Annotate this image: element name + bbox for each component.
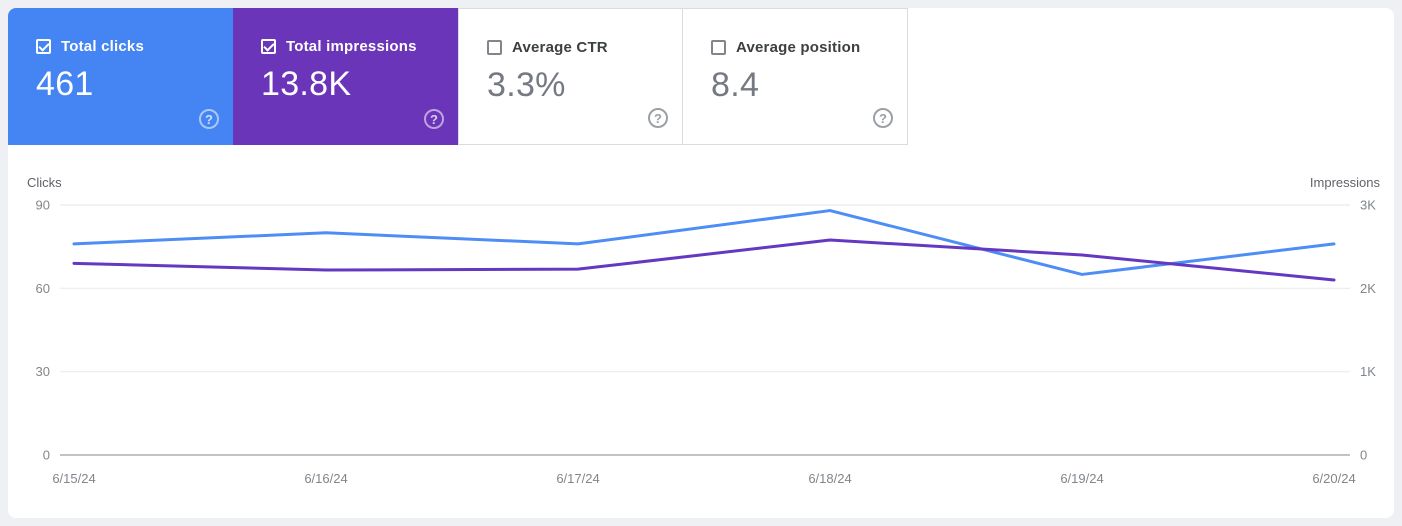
right-axis-title: Impressions	[1310, 175, 1381, 190]
metric-card-average-position[interactable]: Average position 8.4 ?	[683, 8, 908, 145]
right-axis-tick: 0	[1360, 448, 1367, 463]
metric-card-total-clicks[interactable]: Total clicks 461 ?	[8, 8, 233, 145]
left-axis-tick: 90	[36, 198, 50, 213]
checkbox-checked-icon[interactable]	[261, 39, 276, 54]
help-icon[interactable]: ?	[648, 108, 668, 128]
x-axis-date-label: 6/18/24	[808, 471, 851, 486]
x-axis-date-label: 6/17/24	[556, 471, 599, 486]
metric-cards-row: Total clicks 461 ? Total impressions 13.…	[8, 8, 1394, 145]
metric-value: 461	[36, 65, 94, 103]
metric-value: 3.3%	[487, 66, 566, 104]
checkbox-unchecked-icon[interactable]	[487, 40, 502, 55]
metric-value: 13.8K	[261, 65, 352, 103]
metric-label: Total impressions	[286, 38, 417, 55]
metric-value: 8.4	[711, 66, 760, 104]
checkbox-checked-icon[interactable]	[36, 39, 51, 54]
help-icon[interactable]: ?	[424, 109, 444, 129]
impressions-line[interactable]	[72, 238, 1336, 282]
x-axis-date-label: 6/15/24	[52, 471, 95, 486]
x-axis-date-label: 6/20/24	[1312, 471, 1355, 486]
left-axis-tick: 60	[36, 281, 50, 296]
metric-card-total-impressions[interactable]: Total impressions 13.8K ?	[233, 8, 458, 145]
right-axis-tick: 1K	[1360, 364, 1376, 379]
right-axis-tick: 2K	[1360, 281, 1376, 296]
clicks-line[interactable]	[72, 209, 1336, 276]
metric-label: Total clicks	[61, 38, 144, 55]
left-axis-title: Clicks	[27, 175, 62, 190]
performance-chart[interactable]: 0 30 60 90 0 1K 2K 3K Clicks Impressions 6/15/24 6/…	[8, 145, 1394, 518]
x-axis-date-label: 6/16/24	[304, 471, 347, 486]
left-axis-tick: 0	[43, 448, 50, 463]
help-icon[interactable]: ?	[199, 109, 219, 129]
metric-label: Average CTR	[512, 39, 608, 56]
checkbox-unchecked-icon[interactable]	[711, 40, 726, 55]
metric-card-average-ctr[interactable]: Average CTR 3.3% ?	[458, 8, 683, 145]
right-axis-tick: 3K	[1360, 198, 1376, 213]
x-axis-date-label: 6/19/24	[1060, 471, 1103, 486]
left-axis-tick: 30	[36, 364, 50, 379]
chart-area: 0 30 60 90 0 1K 2K 3K Clicks Impressions 6/15/24 6/…	[8, 145, 1394, 518]
performance-panel: Total clicks 461 ? Total impressions 13.…	[8, 8, 1394, 518]
metric-label: Average position	[736, 39, 861, 56]
help-icon[interactable]: ?	[873, 108, 893, 128]
